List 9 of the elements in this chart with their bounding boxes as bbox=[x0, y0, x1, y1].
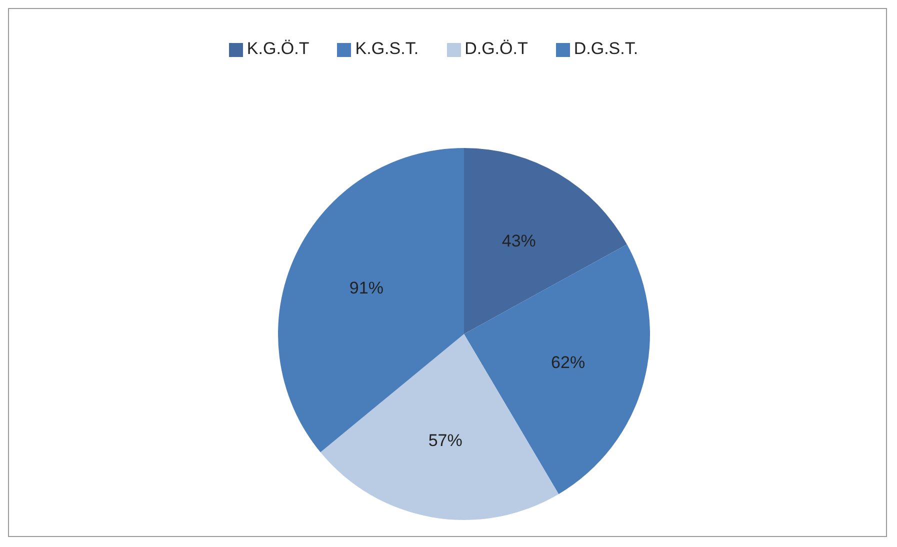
pie-slice bbox=[464, 148, 627, 334]
legend-label: K.G.Ö.T bbox=[246, 39, 310, 58]
data-label: 43% bbox=[502, 232, 536, 251]
legend-label: K.G.S.T. bbox=[355, 39, 419, 58]
data-label: 62% bbox=[551, 352, 586, 372]
legend-label: D.G.S.T. bbox=[574, 39, 638, 58]
data-label: 91% bbox=[349, 278, 384, 298]
legend-label: D.G.Ö.T bbox=[464, 39, 528, 58]
data-label: 57% bbox=[428, 430, 462, 450]
